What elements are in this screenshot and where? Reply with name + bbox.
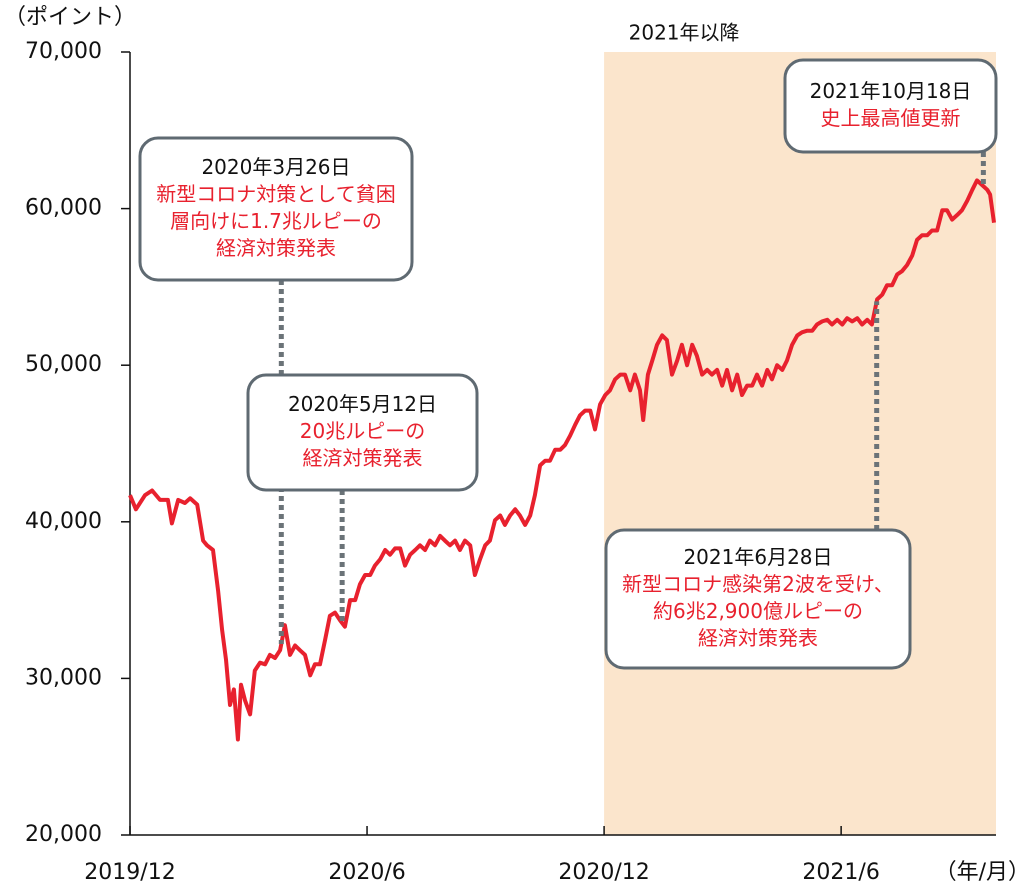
y-tick-label: 70,000: [25, 39, 102, 64]
callout-text: 経済対策発表: [303, 446, 423, 470]
x-tick-label: 2021/6: [802, 860, 879, 885]
callout-date: 2020年3月26日: [201, 155, 350, 179]
y-tick-label: 50,000: [25, 352, 102, 377]
y-unit-label: （ポイント）: [4, 5, 136, 30]
callout-text: 20兆ルピーの: [300, 419, 425, 443]
x-tick-label: 2020/6: [328, 860, 405, 885]
callout-box: [783, 58, 998, 154]
y-tick-label: 30,000: [25, 665, 102, 690]
x-tick-label: 2020/12: [558, 860, 649, 885]
callout-date: 2020年5月12日: [288, 392, 437, 416]
shaded-period: [604, 52, 996, 835]
x-unit-label: （年/月）: [935, 860, 1030, 885]
callout-text: 新型コロナ対策として貧困: [156, 182, 395, 206]
callout-box: [246, 373, 479, 492]
x-tick-label: 2019/12: [84, 860, 175, 885]
shade-label: 2021年以降: [629, 21, 740, 45]
y-tick-label: 20,000: [25, 822, 102, 847]
callout-text: 経済対策発表: [698, 626, 818, 650]
callout-date: 2021年10月18日: [810, 79, 972, 103]
callout-text: 約6兆2,900億ルピーの: [653, 599, 863, 623]
callout-text: 経済対策発表: [216, 236, 336, 260]
callout-text: 新型コロナ感染第2波を受け、: [622, 572, 894, 596]
callout-text: 史上最高値更新: [821, 106, 961, 130]
y-tick-label: 40,000: [25, 509, 102, 534]
callout-box: [138, 136, 414, 282]
callout-text: 層向けに1.7兆ルピーの: [170, 209, 382, 233]
callout-date: 2021年6月28日: [683, 545, 832, 569]
callout-box: [604, 528, 912, 670]
y-tick-label: 60,000: [25, 196, 102, 221]
